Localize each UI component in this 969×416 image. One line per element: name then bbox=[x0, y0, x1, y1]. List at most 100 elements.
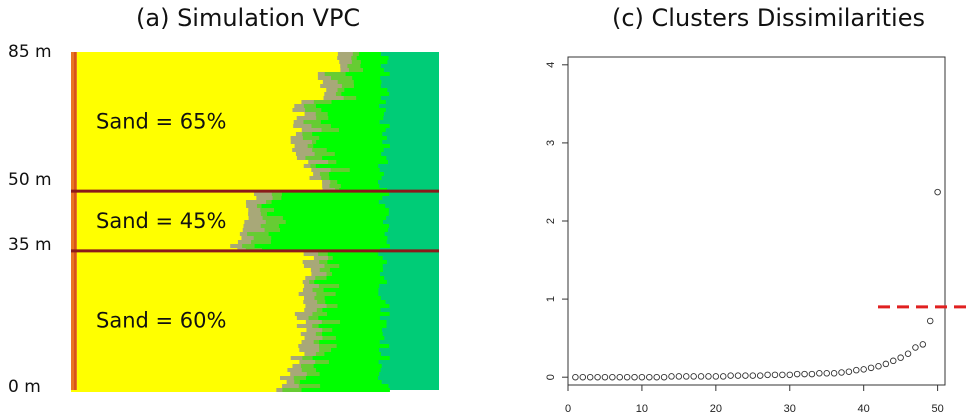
vpc-sand-band bbox=[71, 240, 238, 244]
vpc-sand-band bbox=[71, 328, 307, 332]
data-point bbox=[934, 188, 941, 196]
data-point bbox=[771, 371, 779, 379]
vpc-sand-band bbox=[71, 368, 288, 372]
data-point bbox=[719, 373, 727, 380]
data-point bbox=[705, 373, 712, 380]
x-tick-label: 30 bbox=[784, 403, 796, 415]
vpc-sand-band bbox=[71, 100, 302, 104]
vpc-sand-band bbox=[71, 224, 244, 228]
data-point bbox=[926, 317, 934, 325]
vpc-sand-band bbox=[71, 336, 305, 340]
vpc-sand-band bbox=[71, 332, 301, 336]
data-point bbox=[572, 373, 579, 381]
vpc-sand-band bbox=[71, 316, 297, 320]
vpc-sand-band bbox=[71, 116, 297, 120]
data-point bbox=[683, 373, 690, 380]
vpc-sand-band bbox=[71, 376, 281, 380]
vpc-sand-band bbox=[71, 256, 314, 260]
panel-a-title: (a) Simulation VPC bbox=[136, 4, 361, 32]
data-point bbox=[882, 360, 890, 368]
data-point bbox=[793, 370, 801, 378]
data-point bbox=[594, 373, 601, 381]
vpc-sand-band bbox=[71, 140, 291, 144]
vpc-sand-band bbox=[71, 384, 283, 388]
vpc-sand-band bbox=[71, 288, 303, 292]
vpc-sand-band bbox=[71, 212, 249, 216]
data-point bbox=[579, 373, 587, 381]
vpc-panel: Sand = 65% Sand = 45% Sand = 60% bbox=[71, 52, 439, 392]
data-point bbox=[867, 364, 875, 372]
data-point bbox=[742, 372, 749, 379]
vpc-sand-band bbox=[71, 164, 304, 168]
vpc-sand-band bbox=[71, 204, 247, 208]
vpc-sand-band bbox=[71, 200, 246, 204]
vpc-sand-band bbox=[71, 276, 306, 280]
vpc-sand-band bbox=[71, 388, 277, 392]
dissimilarity-scatter-panel: 0 10 20 30 40 50 0 1 2 3 4 bbox=[545, 56, 966, 415]
sand-label-1: Sand = 65% bbox=[96, 110, 226, 134]
data-point bbox=[801, 370, 808, 378]
data-point bbox=[749, 372, 757, 379]
data-point bbox=[853, 366, 860, 374]
vpc-sand-band bbox=[71, 272, 312, 276]
data-point bbox=[690, 373, 697, 380]
data-point bbox=[601, 373, 609, 381]
vpc-sand-band bbox=[71, 216, 249, 220]
vpc-sand-band bbox=[71, 364, 293, 368]
vpc-sand-band bbox=[71, 180, 323, 184]
vpc-sand-band bbox=[71, 372, 291, 376]
depth-label-35m: 35 m bbox=[8, 235, 52, 255]
sand-label-3: Sand = 60% bbox=[96, 308, 226, 332]
vpc-sand-band bbox=[71, 64, 341, 68]
data-point bbox=[586, 373, 594, 381]
vpc-sand-band bbox=[71, 348, 300, 352]
data-point bbox=[653, 373, 660, 381]
vpc-sand-band bbox=[71, 268, 311, 272]
panel-c-title: (c) Clusters Dissimilarities bbox=[612, 4, 925, 32]
data-point bbox=[845, 368, 853, 375]
y-tick-label: 2 bbox=[545, 218, 557, 224]
vpc-sand-band bbox=[71, 244, 231, 248]
vpc-sand-band bbox=[71, 196, 257, 200]
vpc-sand-band bbox=[71, 284, 305, 288]
vpc-sand-band bbox=[71, 292, 299, 296]
data-point bbox=[712, 373, 720, 380]
data-point bbox=[919, 341, 927, 348]
depth-label-50m: 50 m bbox=[8, 170, 52, 190]
x-tick-label: 20 bbox=[710, 403, 722, 415]
vpc-sand-band bbox=[71, 168, 312, 172]
data-point bbox=[823, 370, 830, 377]
data-point bbox=[904, 350, 912, 358]
vpc-sand-band bbox=[71, 260, 303, 264]
vpc-sand-band bbox=[71, 252, 304, 256]
vpc-sand-band bbox=[71, 88, 327, 92]
vpc-sand-band bbox=[71, 172, 314, 176]
vpc-left-strip-edge bbox=[74, 52, 76, 390]
depth-label-85m: 85 m bbox=[8, 42, 52, 62]
vpc-sand-band bbox=[71, 236, 242, 240]
data-point bbox=[675, 373, 683, 380]
vpc-sand-band bbox=[71, 380, 287, 384]
y-tick-label: 3 bbox=[545, 140, 557, 146]
vpc-sand-band bbox=[71, 308, 305, 312]
data-point bbox=[756, 372, 764, 379]
vpc-sand-band bbox=[71, 112, 305, 116]
vpc-sand-band bbox=[71, 184, 323, 188]
data-point bbox=[808, 370, 816, 378]
vpc-sand-band bbox=[71, 344, 299, 348]
vpc-sand-band bbox=[71, 80, 323, 84]
vpc-sand-band bbox=[71, 220, 245, 224]
vpc-sand-band bbox=[71, 176, 310, 180]
vpc-sand-band bbox=[71, 160, 309, 164]
vpc-sand-band bbox=[71, 96, 324, 100]
vpc-sand-band bbox=[71, 124, 294, 128]
data-point bbox=[646, 373, 653, 381]
vpc-sand-band bbox=[71, 152, 296, 156]
vpc-sand-band bbox=[71, 76, 318, 80]
vpc-sand-band bbox=[71, 104, 295, 108]
vpc-sand-band bbox=[71, 324, 297, 328]
data-point bbox=[816, 370, 823, 377]
data-point bbox=[897, 354, 904, 361]
data-point bbox=[779, 371, 786, 379]
